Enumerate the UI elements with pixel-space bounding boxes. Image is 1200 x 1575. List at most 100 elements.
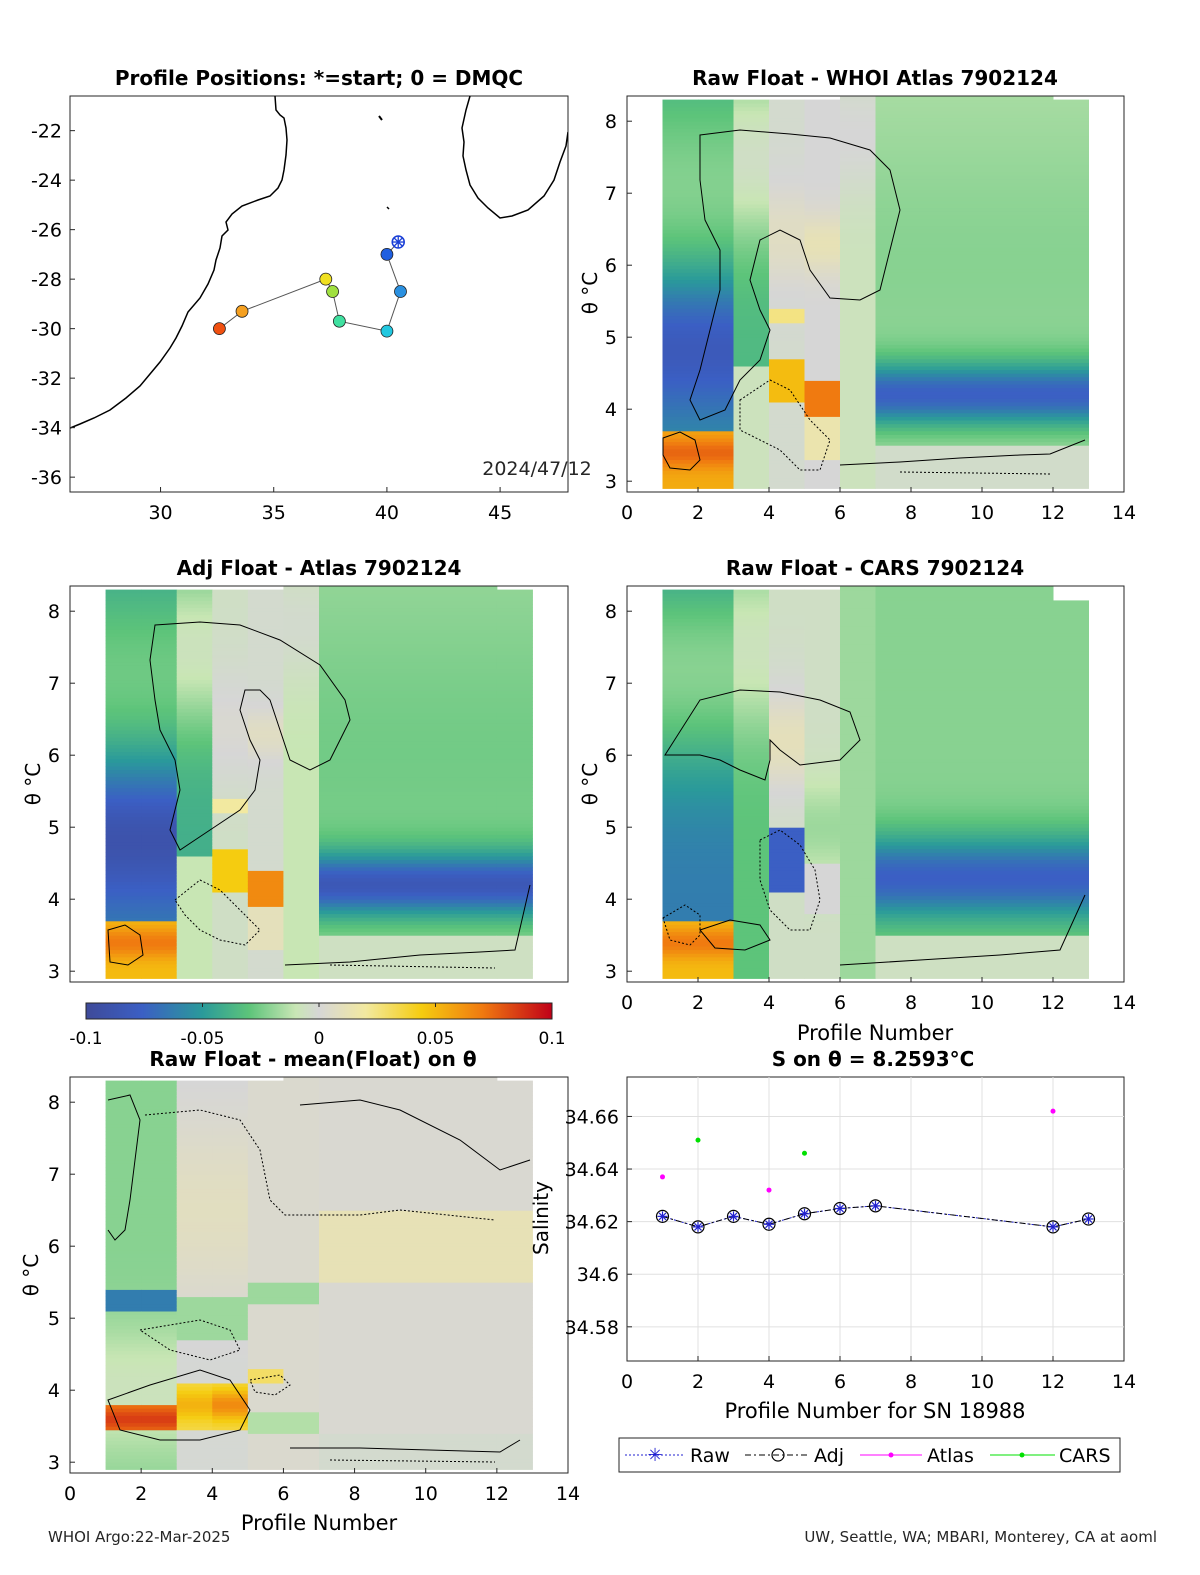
heatmap-cell <box>496 1095 533 1100</box>
heatmap-cell <box>733 841 770 846</box>
heatmap-cell <box>212 1426 249 1431</box>
heatmap-cell <box>875 369 1054 374</box>
heatmap-cell <box>283 1296 320 1301</box>
heatmap-cell <box>804 636 841 641</box>
heatmap-cell <box>319 877 498 882</box>
heatmap-cell <box>733 863 770 868</box>
heatmap-cell <box>662 337 699 342</box>
heatmap-cell <box>840 398 876 403</box>
heatmap-cell <box>212 1095 249 1100</box>
heatmap-cell <box>141 607 178 612</box>
heatmap-cell <box>769 175 805 180</box>
heatmap-cell <box>496 791 533 796</box>
heatmap-cell <box>769 207 805 212</box>
coastline-madagascar <box>461 96 568 219</box>
heatmap-cell <box>733 340 770 345</box>
heatmap-cell <box>496 625 533 630</box>
heatmap-cell <box>105 802 142 807</box>
heatmap-cell <box>283 1293 320 1298</box>
heatmap-cells <box>105 586 533 979</box>
heatmap-cell <box>176 593 213 598</box>
heatmap-xtick-label: 8 <box>905 502 917 524</box>
heatmap-cell <box>176 1451 213 1456</box>
heatmap-cell <box>769 466 805 471</box>
heatmap-cell <box>804 272 841 277</box>
heatmap-cell <box>840 744 876 749</box>
heatmap-cell <box>176 1156 213 1161</box>
heatmap-cell <box>733 380 770 385</box>
heatmap-cell <box>283 888 320 893</box>
heatmap-cell <box>875 337 1054 342</box>
heatmap-cell <box>212 1131 249 1136</box>
heatmap-cell <box>283 1372 320 1377</box>
heatmap-cell <box>1053 964 1089 969</box>
heatmap-cell <box>176 1415 213 1420</box>
heatmap-cell <box>141 1462 178 1467</box>
heatmap-cell <box>1053 668 1089 673</box>
heatmap-cell <box>319 1314 498 1319</box>
heatmap-cell <box>105 1123 142 1128</box>
heatmap-cell <box>733 308 770 313</box>
heatmap-cell <box>875 622 1054 627</box>
salinity-xtick-label: 2 <box>692 1371 704 1393</box>
heatmap-cell <box>698 949 734 954</box>
heatmap-cell <box>212 1339 249 1344</box>
heatmap-cell <box>733 834 770 839</box>
heatmap-cell <box>875 722 1054 727</box>
heatmap-cell <box>176 956 213 961</box>
heatmap-cell <box>141 1361 178 1366</box>
heatmap-cell <box>212 1278 249 1283</box>
heatmap-cell <box>283 1307 320 1312</box>
heatmap-cell <box>247 1300 284 1305</box>
heatmap-xtick-label: 0 <box>621 992 633 1014</box>
heatmap-cell <box>662 420 699 425</box>
heatmap-cell <box>769 949 805 954</box>
heatmap-cell <box>176 1372 213 1377</box>
heatmap-cell <box>212 1199 249 1204</box>
heatmap-cell <box>212 604 249 609</box>
heatmap-cell <box>283 881 320 886</box>
heatmap-cell <box>733 866 770 871</box>
heatmap-cell <box>804 358 841 363</box>
heatmap-cell <box>875 708 1054 713</box>
heatmap-cell <box>176 974 213 979</box>
heatmap-cell <box>698 211 734 216</box>
heatmap-cell <box>105 938 142 943</box>
heatmap-cell <box>141 1138 178 1143</box>
heatmap-cell <box>319 596 498 601</box>
heatmap-cell <box>283 1278 320 1283</box>
heatmap-cell <box>1053 870 1089 875</box>
heatmap-cell <box>733 931 770 936</box>
heatmap-cell <box>733 142 770 147</box>
heatmap-cell <box>1053 823 1089 828</box>
heatmap-cell <box>875 193 1054 198</box>
heatmap-cell <box>283 823 320 828</box>
heatmap-cell <box>769 679 805 684</box>
heatmap-ytick-label: 8 <box>48 1092 60 1114</box>
heatmap-cell <box>840 178 876 183</box>
heatmap-cell <box>212 953 249 958</box>
heatmap-cell <box>247 686 284 691</box>
heatmap-cell <box>804 333 841 338</box>
heatmap-cell <box>733 218 770 223</box>
heatmap-cell <box>1053 157 1089 162</box>
heatmap-cell <box>496 622 533 627</box>
heatmap-cell <box>804 650 841 655</box>
heatmap-cell <box>283 942 320 947</box>
heatmap-cell <box>733 470 770 475</box>
heatmap-cell <box>662 956 699 961</box>
heatmap-cell <box>840 877 876 882</box>
heatmap-cell <box>212 1174 249 1179</box>
heatmap-cell <box>283 1458 320 1463</box>
heatmap-cell <box>319 805 498 810</box>
heatmap-cell <box>283 892 320 897</box>
heatmap-cell <box>875 207 1054 212</box>
heatmap-cell <box>141 1141 178 1146</box>
heatmap-cell <box>176 1285 213 1290</box>
contour-lines <box>107 621 531 969</box>
heatmap-cell <box>141 1437 178 1442</box>
heatmap-cell <box>212 1192 249 1197</box>
heatmap-cell <box>319 812 498 817</box>
heatmap-cell <box>769 409 805 414</box>
heatmap-cell <box>698 448 734 453</box>
